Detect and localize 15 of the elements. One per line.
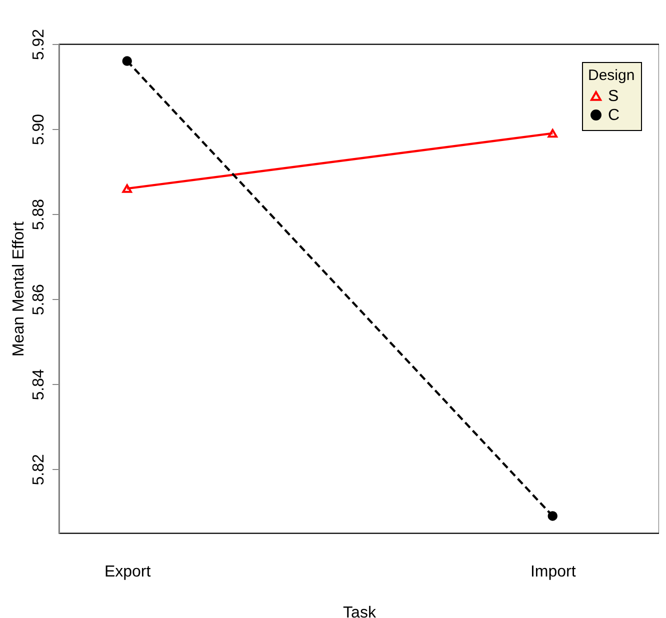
x-axis-title: Task bbox=[343, 604, 377, 618]
point bbox=[122, 56, 132, 66]
x-tick-label: Import bbox=[530, 564, 576, 580]
x-tick-label: Export bbox=[104, 564, 152, 580]
y-tick-label: 5.88 bbox=[30, 198, 48, 230]
legend-title: Design bbox=[588, 67, 635, 84]
y-tick-label: 5.90 bbox=[30, 114, 48, 146]
y-tick-label: 5.86 bbox=[30, 284, 48, 316]
y-axis-title: Mean Mental Effort bbox=[10, 221, 28, 356]
y-tick-label: 5.92 bbox=[30, 28, 48, 60]
y-tick-label: 5.84 bbox=[30, 369, 48, 400]
y-tick-label: 5.82 bbox=[30, 454, 48, 486]
legend-label: S bbox=[608, 88, 619, 105]
point bbox=[548, 511, 558, 521]
legend-label: C bbox=[608, 107, 620, 124]
